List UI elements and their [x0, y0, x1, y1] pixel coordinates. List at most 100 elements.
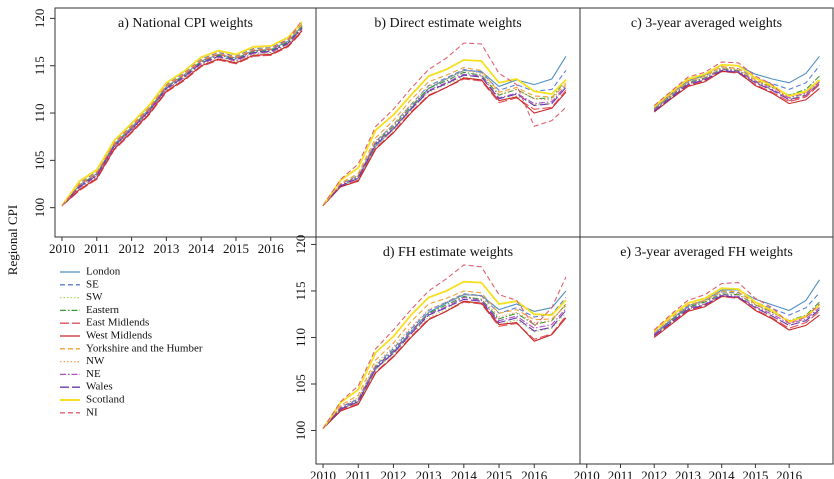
x-tick-label: 2016: [776, 468, 803, 479]
y-tick-label: 120: [293, 235, 308, 255]
legend-label: NW: [86, 355, 105, 367]
legend-label: West Midlends: [86, 330, 152, 342]
series-line: [653, 68, 820, 111]
series-line: [322, 67, 567, 207]
series-line: [322, 300, 567, 429]
y-tick-label: 105: [32, 151, 47, 171]
series-line: [653, 293, 820, 336]
series-line: [653, 291, 820, 334]
series-line: [653, 67, 820, 109]
series-line: [61, 30, 303, 207]
series-line: [61, 28, 303, 207]
y-tick-label: 100: [32, 198, 47, 218]
y-tick-label: 105: [293, 374, 308, 394]
panel-title: d) FH estimate weights: [383, 245, 513, 260]
series-line: [322, 74, 567, 207]
series-line: [322, 78, 567, 207]
panel-title: e) 3-year averaged FH weights: [620, 245, 793, 260]
series-line: [322, 298, 567, 429]
series-line: [653, 294, 820, 336]
x-tick-label: 2015: [223, 241, 249, 256]
y-tick-label: 110: [32, 104, 47, 123]
series-line: [61, 27, 303, 207]
x-tick-label: 2010: [49, 241, 75, 256]
series-line: [322, 42, 567, 207]
series-line: [322, 295, 567, 429]
legend-label: SE: [86, 278, 99, 290]
x-tick-label: 2013: [153, 241, 179, 256]
series-line: [653, 69, 820, 112]
series-line: [322, 300, 567, 429]
x-tick-label: 2011: [84, 241, 110, 256]
panel-frame: [315, 236, 581, 465]
legend-label: Wales: [86, 381, 113, 393]
series-line: [322, 77, 567, 207]
series-line: [322, 59, 567, 207]
series-line: [653, 68, 820, 110]
series-line: [61, 29, 303, 207]
panel-title: c) 3-year averaged weights: [631, 16, 782, 31]
x-tick-label: 2014: [188, 241, 215, 256]
legend-label: NI: [86, 406, 98, 418]
x-tick-label: 2015: [742, 468, 768, 479]
series-line: [322, 290, 567, 429]
x-tick-label: 2012: [380, 468, 406, 479]
series-line: [653, 287, 821, 332]
x-tick-label: 2013: [416, 468, 442, 479]
series-line: [322, 280, 567, 430]
series-line: [653, 295, 820, 337]
panel-frame: [579, 236, 834, 465]
series-line: [653, 61, 820, 106]
series-line: [61, 19, 303, 207]
x-tick-label: 2011: [608, 468, 634, 479]
series-line: [322, 69, 567, 207]
series-line: [322, 293, 567, 429]
x-tick-label: 2016: [258, 241, 285, 256]
y-axis-label: Regional CPI: [5, 205, 20, 275]
series-line: [653, 279, 820, 335]
x-tick-label: 2016: [521, 468, 548, 479]
series-line: [322, 71, 567, 207]
legend-label: Eastern: [86, 304, 119, 316]
series-line: [653, 295, 820, 337]
legend-label: London: [86, 266, 121, 278]
series-line: [322, 73, 567, 207]
y-tick-label: 110: [293, 328, 308, 347]
series-line: [322, 296, 567, 429]
series-line: [322, 76, 567, 207]
series-line: [322, 68, 567, 207]
x-tick-label: 2012: [119, 241, 145, 256]
legend-label: Scotland: [86, 394, 125, 406]
y-tick-label: 120: [32, 9, 47, 29]
panel-title: b) Direct estimate weights: [374, 16, 521, 31]
x-tick-label: 2010: [310, 468, 336, 479]
x-tick-label: 2014: [709, 468, 736, 479]
x-tick-label: 2015: [486, 468, 512, 479]
series-line: [61, 22, 303, 207]
series-line: [61, 31, 303, 207]
panel-frame: [579, 7, 834, 238]
x-tick-label: 2012: [641, 468, 667, 479]
x-tick-label: 2011: [345, 468, 371, 479]
series-line: [653, 295, 820, 337]
x-tick-label: 2014: [451, 468, 478, 479]
legend-label: NE: [86, 368, 101, 380]
panel-title: a) National CPI weights: [118, 16, 253, 31]
series-line: [653, 282, 820, 331]
y-tick-label: 115: [293, 281, 308, 300]
legend-label: Yorkshire and the Humber: [86, 342, 203, 354]
y-tick-label: 115: [32, 56, 47, 75]
series-line: [653, 70, 820, 112]
y-tick-label: 100: [293, 421, 308, 441]
series-line: [322, 301, 567, 429]
series-line: [322, 264, 567, 429]
series-line: [653, 63, 821, 108]
x-tick-label: 2013: [675, 468, 701, 479]
series-line: [61, 26, 303, 207]
panel-frame: [315, 7, 581, 238]
x-tick-label: 2010: [574, 468, 600, 479]
legend-label: East Midlends: [86, 317, 149, 329]
series-line: [322, 293, 567, 429]
